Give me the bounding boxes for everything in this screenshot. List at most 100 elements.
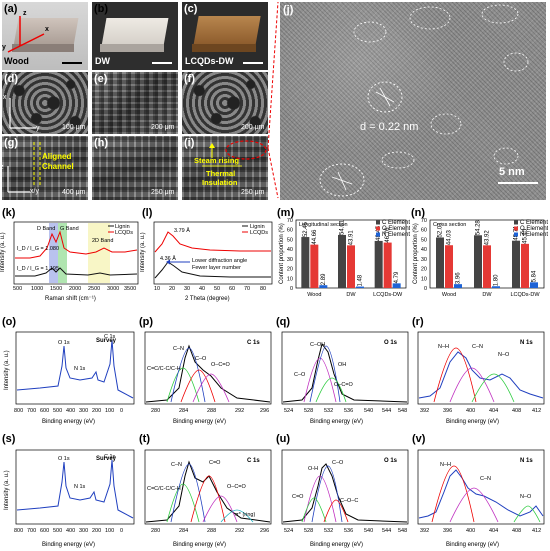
xrd-note-1: Lower diffraction angle [192,258,247,264]
xps-p-xtick-2: 288 [207,408,216,414]
xps-c1s-1: C 1s C=C/C-C/C-H C–N C–O O–C=O Binding e… [144,331,272,425]
bar-m-bar-0-0 [301,237,310,288]
xps-q-peak-3: O–C=O [334,382,354,388]
bar-m-categories: Wood DW LCQDs-DW [307,292,403,298]
xps-o1s-1: O 1s C–OH OH C–O O–C=O Binding energy (e… [281,331,409,425]
xps-r-xtick-3: 404 [489,408,498,414]
bar-m-bar-label-1-2: 1.48 [358,274,364,286]
bar-chart-longitudinal: Content proportion (%) Longitudinal sect… [279,218,410,298]
xps-v-xtick-2: 400 [466,528,475,534]
bar-m-bar-0-2 [319,285,328,288]
xps-r-xtick-5: 412 [532,408,541,414]
xps-o-xtick-1: 700 [27,408,36,414]
xps-c1s-2: C 1s C=C/C-C/C-H C–N C=O O–C=O π* (ring)… [144,449,272,548]
xps-u-xtick-0: 524 [284,528,293,534]
bar-m-bar-label-2-2: 4.79 [394,271,400,283]
xps-n1s-1: N 1s N–H C–N N–O Binding energy (eV) 392… [417,331,545,425]
photo-lcqds-dw [182,2,268,70]
axis-y-label: y [2,44,6,51]
raman-xtick-6: 3500 [124,286,136,292]
bar-m-bar-2-0 [374,240,383,288]
bar-m-ytick-1: 10 [287,276,293,282]
bar-m-bar-0-1 [310,244,319,288]
label-g: (g) [4,137,19,149]
xps-u-peak-2: C=O [292,494,304,500]
xps-s-peak-c: C 1s [104,454,116,460]
tem-d-spacing: d = 0.22 nm [360,121,419,133]
axis-z-label: z [23,10,27,17]
sem-g [2,136,88,200]
xps-u-title: O 1s [384,458,398,464]
xps-u-xtick-2: 532 [324,528,333,534]
xps-t-peak-3: O–C=O [227,484,247,490]
xps-s-xtick-2: 600 [40,528,49,534]
xrd-xlabel: 2 Theta (degree) [185,296,230,302]
xps-s-xtick-3: 500 [53,528,62,534]
sem-i [182,136,268,200]
xps-t-xtick-4: 296 [260,528,269,534]
xrd-xtick-1: 20 [169,286,175,292]
xps-n1s-2: N 1s N–H C–N N–O Binding energy (eV) 392… [417,449,545,548]
xps-q-xticks: 524 528 532 536 540 544 548 [284,408,407,414]
xps-u-xticks: 524 528 532 536 540 544 548 [284,528,407,534]
xps-o-xtick-7: 100 [105,408,114,414]
bar-n-bars: 52.0144.033.9654.2843.921.8048.7145.455.… [436,220,538,288]
label-n: (n) [411,207,426,219]
dw-block-side [100,44,164,52]
bar-n-bar-label-0-0: 52.01 [438,222,444,238]
sem-e [92,72,178,134]
xps-t-xtick-0: 280 [151,528,160,534]
xps-t-peak-4: π* (ring) [235,512,255,518]
bar-n-yticks: 0 10 20 30 40 50 60 70 [421,218,427,292]
scalebar-b [152,62,172,64]
bar-n-bar-2-0 [512,240,520,288]
scalebar-c [243,62,263,64]
xps-s-xtick-5: 300 [79,528,88,534]
xps-v-xtick-4: 408 [512,528,521,534]
xps-u-peak-1: C–O [332,460,344,466]
raman-xticks: 500 1000 1500 2000 2500 3000 3500 [13,286,136,292]
xps-r-xlabel: Binding energy (eV) [446,419,499,425]
xps-p-peak-3: O–C=O [211,362,231,368]
sem-h [92,136,178,200]
xps-s-xlabel: Binding energy (eV) [42,542,95,548]
bar-m-bar-label-0-2: 2.89 [321,273,327,285]
label-s: (s) [2,433,16,445]
xps-r-xtick-0: 392 [420,408,429,414]
sem-i-annotation-1: Steam rising [194,156,240,165]
xps-q-xtick-2: 532 [324,408,333,414]
bar-m-bar-label-0-0: 52.45 [303,221,309,237]
bar-n-legend-1: O Element [520,226,548,232]
bar-m-legend-swatch-2 [376,232,380,237]
xps-q-xtick-5: 544 [382,408,391,414]
xps-q-xtick-1: 528 [304,408,313,414]
xps-o-title: Survey [96,338,117,344]
sem-i-annotation-3: Insulation [202,178,238,187]
sem-g-annotation-1: Aligned [42,152,72,161]
xps-s-xticks: 800 700 600 500 400 300 200 100 0 [14,528,123,534]
xps-q-peak-0: C–OH [310,342,325,348]
xps-o-peak-o: O 1s [58,340,70,346]
bar-n-ytick-5: 50 [421,237,427,243]
xps-survey-2: Intensity (a. u.) Binding energy (eV) Su… [4,449,135,548]
label-u: (u) [276,433,291,445]
bar-n-ytick-2: 20 [421,267,427,273]
bar-m-legend-2: N Element [382,232,410,238]
xps-u-xtick-5: 544 [382,528,391,534]
bar-m-ytick-3: 30 [287,257,293,263]
xps-r-peak-1: C–N [472,344,483,350]
xps-v-peak-0: N–H [440,462,451,468]
label-b: (b) [94,3,109,15]
sem-i-annotation-2: Thermal [206,169,236,178]
xps-o-peak-n: N 1s [74,366,86,372]
bar-n-ytick-4: 40 [421,247,427,253]
xrd-ylabel: Intensity (a. u.) [140,232,146,272]
zoom-connector [267,1,279,199]
xps-v-title: N 1s [520,458,533,464]
xps-s-xtick-1: 700 [27,528,36,534]
sem-g-axis-z: z [0,164,4,171]
xps-r-xticks: 392 396 400 404 408 412 [420,408,541,414]
bar-m-bar-label-1-0: 54.61 [340,219,346,235]
label-m: (m) [277,207,295,219]
xps-q-peak-2: C–O [294,372,306,378]
